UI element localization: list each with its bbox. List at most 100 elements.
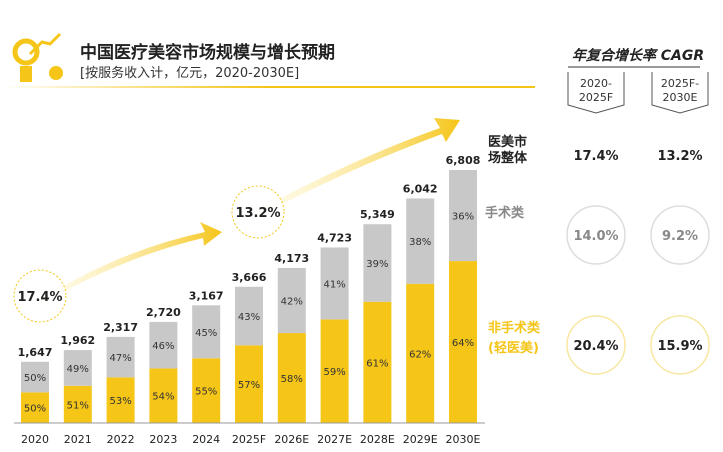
data-label: 53% — [109, 396, 131, 407]
total-label: 6,808 — [446, 154, 481, 167]
bar-non-surgical — [192, 358, 221, 423]
x-tick-label: 2027E — [317, 433, 352, 446]
bar-surgical — [106, 336, 135, 378]
cagr-value: 13.2% — [657, 149, 702, 164]
data-label: 55% — [195, 387, 217, 398]
total-label: 2,720 — [146, 306, 181, 319]
bar-surgical — [363, 224, 392, 302]
cagr-value: 20.4% — [573, 339, 618, 354]
data-label: 39% — [366, 259, 388, 270]
growth-annotation: 17.4% — [17, 290, 62, 305]
x-tick-label: 2022 — [107, 433, 135, 446]
x-tick-label: 2023 — [149, 433, 177, 446]
bar-surgical — [21, 361, 49, 393]
data-label: 47% — [109, 353, 131, 364]
cagr-circle — [566, 205, 626, 265]
bar-non-surgical — [406, 283, 435, 423]
x-tick-label: 2028E — [360, 433, 395, 446]
row-label: 手术类 — [485, 205, 525, 221]
cagr-value: 9.2% — [662, 229, 698, 244]
data-label: 38% — [409, 237, 431, 248]
bar-surgical — [320, 247, 349, 320]
logo-icon — [20, 66, 32, 82]
bar-surgical — [277, 267, 306, 334]
bar-non-surgical — [277, 333, 306, 423]
x-tick-label: 2026E — [274, 433, 309, 446]
bar-non-surgical — [63, 385, 92, 423]
cagr-value: 14.0% — [573, 229, 618, 244]
data-label: 42% — [281, 296, 303, 307]
logo-icon — [12, 38, 40, 66]
period-header: 2020-2025F — [579, 77, 613, 104]
row-label: 非手术类 — [488, 320, 541, 336]
data-label: 45% — [195, 328, 217, 339]
bar-surgical — [449, 170, 477, 262]
total-label: 1,647 — [18, 346, 53, 359]
bar-surgical — [192, 305, 221, 359]
period-header-box — [567, 72, 625, 114]
period-header: 2025F-2030E — [661, 77, 699, 104]
cagr-value: 15.9% — [657, 339, 702, 354]
annotation-circle — [231, 185, 285, 239]
data-label: 62% — [409, 349, 431, 360]
x-tick-label: 2030E — [446, 433, 481, 446]
growth-annotation: 13.2% — [235, 206, 280, 221]
data-label: 59% — [323, 367, 345, 378]
data-label: 51% — [67, 400, 89, 411]
x-tick-label: 2020 — [21, 433, 49, 446]
total-label: 3,666 — [232, 271, 267, 284]
data-label: 50% — [24, 404, 46, 415]
total-label: 1,962 — [60, 334, 95, 347]
row-label: 医美市 — [488, 134, 527, 150]
total-label: 4,723 — [317, 231, 352, 244]
total-label: 4,173 — [274, 252, 309, 265]
title-underline — [0, 86, 535, 88]
bar-surgical — [235, 286, 263, 346]
chart-title: 中国医疗美容市场规模与增长预期 — [80, 42, 335, 63]
data-label: 41% — [323, 279, 345, 290]
total-label: 3,167 — [189, 289, 224, 302]
bar-non-surgical — [149, 368, 178, 423]
bar-surgical — [63, 350, 92, 386]
row-label: (轻医美) — [488, 340, 539, 356]
bar-non-surgical — [106, 377, 135, 423]
cagr-circle — [566, 315, 626, 375]
x-tick-label: 2021 — [64, 433, 92, 446]
x-tick-label: 2024 — [192, 433, 220, 446]
bar-surgical — [406, 198, 435, 284]
logo-icon — [28, 32, 62, 56]
chart-subtitle: [按服务收入计，亿元，2020-2030E] — [80, 65, 299, 81]
data-label: 54% — [152, 392, 174, 403]
total-label: 5,349 — [360, 208, 395, 221]
row-label: 场整体 — [488, 150, 528, 166]
total-label: 6,042 — [403, 182, 438, 195]
bar-non-surgical — [21, 392, 49, 423]
bar-non-surgical — [320, 319, 349, 423]
data-label: 58% — [281, 374, 303, 385]
x-tick-label: 2025F — [232, 433, 266, 446]
total-label: 2,317 — [103, 321, 138, 334]
bar-non-surgical — [235, 345, 263, 423]
period-header-box — [651, 72, 709, 114]
growth-arrow — [40, 222, 222, 305]
data-label: 50% — [24, 373, 46, 384]
x-tick-label: 2029E — [403, 433, 438, 446]
data-label: 57% — [238, 380, 260, 391]
data-label: 61% — [366, 358, 388, 369]
data-label: 64% — [452, 338, 474, 349]
growth-arrow — [255, 118, 460, 218]
cagr-title: 年复合增长率 CAGR — [572, 47, 704, 64]
cagr-circle — [650, 205, 710, 265]
data-label: 36% — [452, 212, 474, 223]
bar-non-surgical — [449, 261, 477, 423]
data-label: 49% — [67, 364, 89, 375]
data-label: 43% — [238, 312, 260, 323]
bar-surgical — [149, 321, 178, 369]
bar-non-surgical — [363, 301, 392, 423]
annotation-circle — [13, 269, 67, 323]
data-label: 46% — [152, 341, 174, 352]
logo-icon — [49, 66, 63, 80]
cagr-value: 17.4% — [573, 149, 618, 164]
cagr-circle — [650, 315, 710, 375]
